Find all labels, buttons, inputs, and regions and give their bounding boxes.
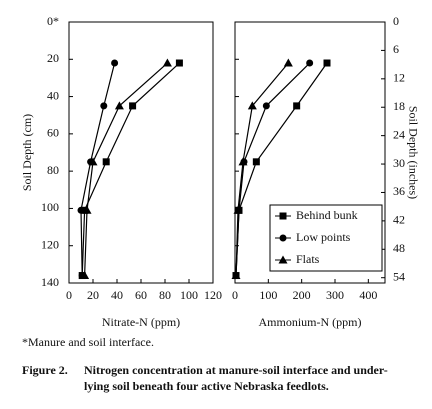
data-point [114,101,124,110]
x-tick-label: 0 [66,288,72,302]
y2-tick-label: 30 [393,156,405,170]
data-point [283,58,293,67]
data-point [111,59,119,67]
x-tick-label: 300 [326,288,344,302]
data-point [129,102,137,110]
x-tick-label: 100 [180,288,198,302]
series-line [81,62,180,276]
y-tick-label: 120 [41,237,59,251]
data-point [252,158,260,166]
x-tick-label: 20 [87,288,99,302]
y2-tick-label: 54 [393,269,405,283]
footnote: *Manure and soil interface. [22,335,154,349]
x-tick-label: 40 [111,288,123,302]
y2-tick-label: 42 [393,213,405,227]
plot-frame [234,21,386,284]
data-point [306,59,314,67]
data-point [77,206,85,214]
y-tick-label: 0* [47,14,59,28]
x-tick-label: 120 [204,288,222,302]
data-point [262,102,270,110]
y-tick-label: 140 [41,275,59,289]
y-tick-label: 20 [47,51,59,65]
data-point [88,157,98,166]
legend-label: Low points [296,230,351,244]
legend-marker [279,234,287,242]
y2-tick-label: 6 [393,42,399,56]
y-tick-label: 80 [47,163,59,177]
series-line [84,62,168,276]
x-tick-label: 0 [232,288,238,302]
legend-label: Flats [296,252,320,266]
data-point [82,205,92,214]
x-tick-label: 100 [259,288,277,302]
data-point [293,102,301,110]
data-point [100,102,108,110]
x-axis-title: Ammonium-N (ppm) [259,315,362,329]
caption-label: Figure 2. [22,363,68,377]
y-tick-label: 40 [47,88,59,102]
data-point [175,59,183,67]
x-tick-label: 60 [135,288,147,302]
y2-tick-label: 24 [393,127,405,141]
y2-tick-label: 18 [393,99,405,113]
y-axis-title: Soil Depth (cm) [20,114,34,191]
x-axis-title: Nitrate-N (ppm) [102,315,180,329]
y2-tick-label: 12 [393,71,405,85]
data-point [323,59,331,67]
legend-marker [279,212,287,220]
data-point [80,271,90,280]
y2-tick-label: 48 [393,241,405,255]
data-point [247,101,257,110]
data-point [238,157,248,166]
data-point [231,271,241,280]
y2-axis-title: Soil Depth (inches) [406,106,420,199]
legend-marker [278,255,288,264]
y-tick-label: 60 [47,126,59,140]
data-point [162,58,172,67]
x-tick-label: 200 [293,288,311,302]
x-tick-label: 400 [359,288,377,302]
caption-line: Nitrogen concentration at manure-soil in… [84,363,388,377]
y2-tick-label: 36 [393,184,405,198]
y2-tick-label: 0 [393,14,399,28]
caption-line: lying soil beneath four active Nebraska … [84,379,329,393]
data-point [102,158,110,166]
plot-frame [68,21,214,284]
y-tick-label: 100 [41,200,59,214]
legend-label: Behind bunk [296,208,358,222]
x-tick-label: 80 [159,288,171,302]
data-point [233,205,243,214]
